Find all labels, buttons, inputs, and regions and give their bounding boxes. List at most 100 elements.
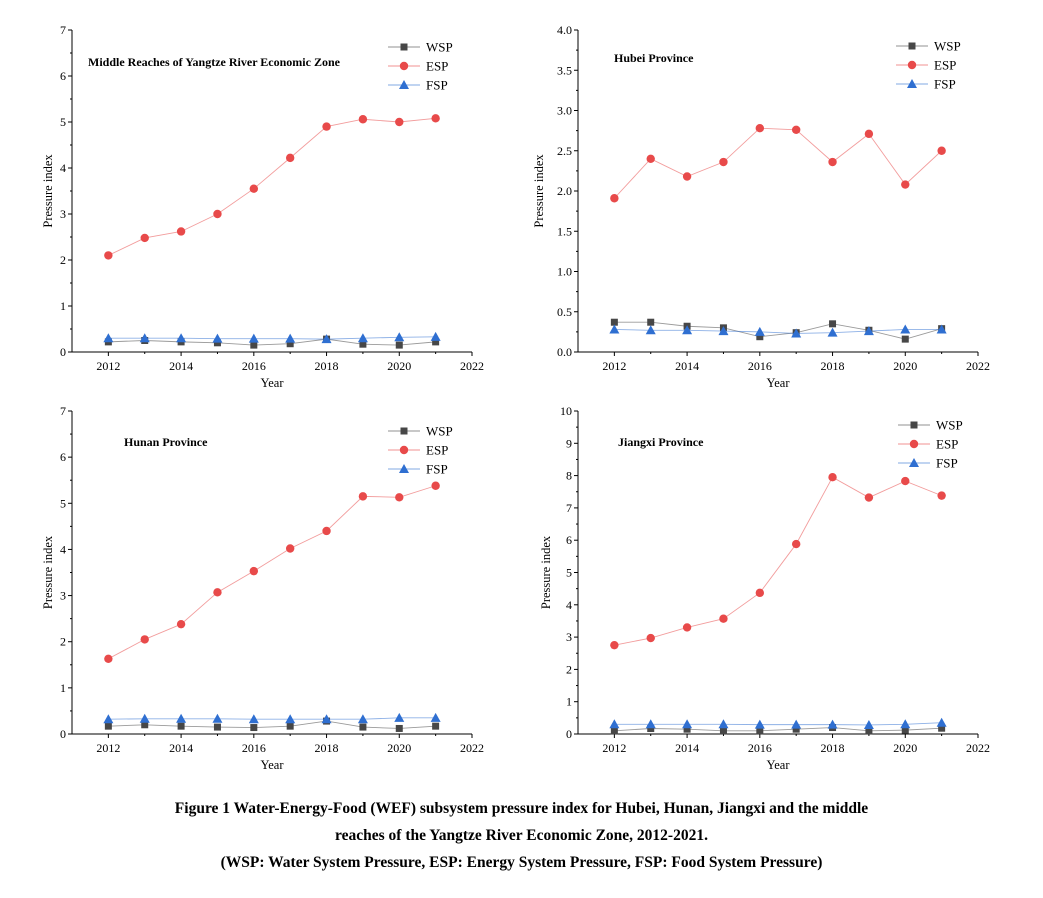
x-axis-title: Year — [260, 376, 284, 390]
data-point-fsp — [863, 326, 874, 336]
series-line-wsp — [614, 727, 942, 732]
data-point-esp — [395, 493, 404, 502]
data-point-fsp — [248, 333, 259, 343]
data-point-esp — [395, 117, 404, 127]
data-point-wsp — [286, 722, 294, 730]
data-point-esp — [322, 122, 331, 131]
x-tick-label: 2018 — [315, 741, 339, 755]
data-point-wsp — [647, 318, 655, 326]
y-tick-label: 1 — [566, 695, 572, 709]
data-point-wsp — [395, 724, 403, 732]
data-point-fsp — [394, 332, 405, 342]
y-tick-label: 4 — [60, 161, 66, 175]
y-tick-label: 6 — [60, 450, 66, 464]
data-point-fsp — [645, 325, 656, 335]
x-tick-label: 2022 — [460, 359, 484, 373]
data-point-fsp — [682, 325, 693, 335]
data-point-esp — [358, 492, 368, 501]
y-tick-label: 7 — [566, 501, 572, 515]
data-point-esp — [937, 146, 946, 155]
y-tick-label: 3.0 — [557, 104, 572, 118]
data-point-esp — [104, 654, 113, 663]
legend-marker-wsp — [910, 421, 918, 429]
data-point-fsp — [609, 324, 620, 334]
y-tick-label: 1.0 — [557, 265, 572, 279]
data-point-wsp — [719, 727, 727, 735]
x-tick-label: 2012 — [602, 359, 626, 373]
data-point-wsp — [683, 725, 691, 733]
data-point-esp — [285, 153, 295, 163]
data-point-fsp — [936, 717, 947, 727]
data-point-esp — [682, 172, 692, 181]
x-tick-label: 2016 — [242, 741, 266, 755]
y-tick-label: 2.5 — [557, 144, 572, 158]
data-point-fsp — [176, 333, 187, 343]
series-line-wsp — [108, 720, 436, 729]
x-tick-label: 2020 — [893, 741, 917, 755]
data-point-fsp — [863, 719, 874, 729]
data-point-esp — [610, 194, 619, 203]
data-point-fsp — [357, 714, 368, 724]
data-point-esp — [864, 493, 874, 502]
x-tick-label: 2012 — [602, 741, 626, 755]
data-point-esp — [431, 481, 440, 490]
caption-line-3: (WSP: Water System Pressure, ESP: Energy… — [220, 854, 823, 871]
panel-title: Jiangxi Province — [618, 435, 704, 449]
data-point-fsp — [321, 334, 332, 344]
data-point-wsp — [359, 340, 367, 348]
data-point-fsp — [645, 719, 656, 729]
data-point-fsp — [718, 326, 729, 336]
data-point-wsp — [610, 318, 618, 326]
x-tick-label: 2012 — [96, 741, 120, 755]
panel-title: Hubei Province — [614, 51, 694, 65]
x-tick-label: 2012 — [96, 359, 120, 373]
y-axis-title: Pressure index — [41, 154, 55, 228]
data-point-fsp — [430, 712, 441, 722]
data-point-esp — [901, 476, 910, 486]
legend-label-esp: ESP — [934, 58, 956, 73]
data-point-wsp — [213, 723, 221, 731]
series-line-wsp — [614, 321, 942, 340]
y-tick-label: 4 — [566, 598, 572, 612]
y-tick-label: 5 — [60, 496, 66, 510]
legend-marker-wsp — [400, 43, 408, 51]
data-point-fsp — [827, 327, 838, 337]
data-point-fsp — [103, 333, 114, 343]
data-point-wsp — [901, 726, 909, 734]
legend-marker-fsp — [907, 79, 917, 88]
y-axis-title: Pressure index — [41, 535, 55, 609]
data-point-esp — [719, 614, 728, 623]
data-point-esp — [176, 227, 186, 236]
y-tick-label: 10 — [560, 404, 572, 418]
data-point-esp — [322, 526, 331, 536]
x-tick-label: 2022 — [966, 359, 990, 373]
y-tick-label: 0.0 — [557, 345, 572, 359]
series-line-fsp — [614, 722, 942, 726]
data-point-esp — [791, 539, 801, 549]
legend-label-esp: ESP — [426, 59, 448, 74]
series-line-fsp — [614, 329, 942, 334]
data-point-wsp — [792, 725, 800, 733]
data-point-wsp — [250, 341, 258, 349]
legend-marker-esp — [907, 60, 917, 70]
data-point-fsp — [248, 714, 259, 724]
legend-marker-fsp — [909, 458, 919, 467]
x-axis-title: Year — [766, 758, 790, 772]
y-tick-label: 9 — [566, 436, 572, 450]
data-point-esp — [285, 544, 295, 553]
y-tick-label: 7 — [60, 404, 66, 418]
data-point-wsp — [756, 333, 764, 341]
y-tick-label: 1.5 — [557, 224, 572, 238]
legend-label-fsp: FSP — [426, 78, 448, 93]
y-tick-label: 5 — [60, 115, 66, 129]
data-point-fsp — [103, 714, 114, 724]
legend-label-esp: ESP — [426, 443, 448, 458]
data-point-wsp — [359, 723, 367, 731]
y-axis-title: Pressure index — [532, 154, 546, 228]
x-tick-label: 2018 — [821, 741, 845, 755]
data-point-wsp — [901, 335, 909, 343]
x-tick-label: 2014 — [675, 359, 699, 373]
